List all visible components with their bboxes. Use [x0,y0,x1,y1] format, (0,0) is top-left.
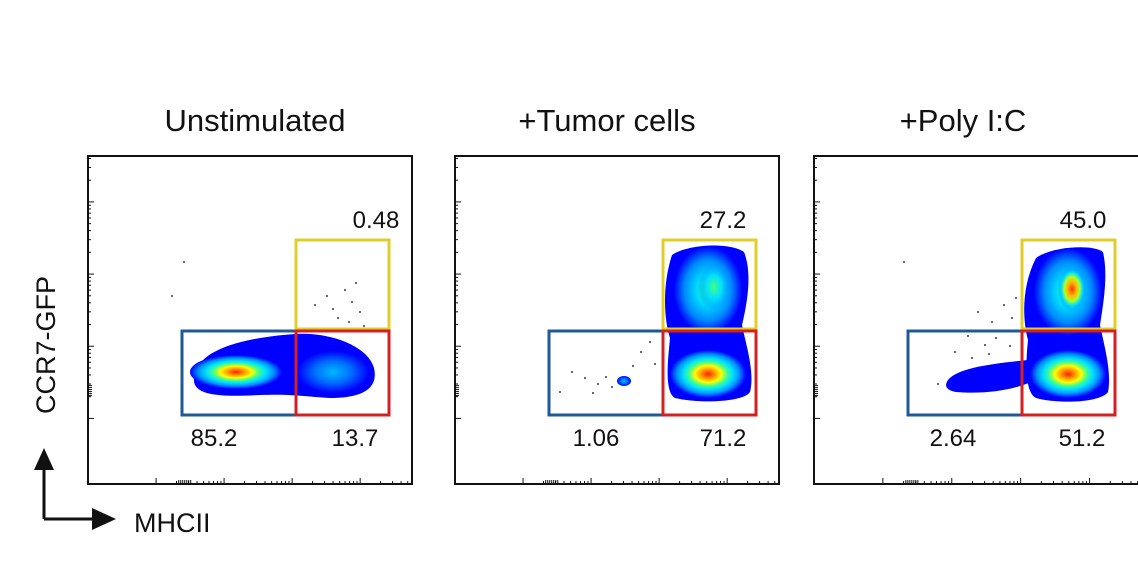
panel-title: +Poly I:C [900,103,1027,138]
gate-percent-double-positive: 27.2 [700,207,747,234]
gate-percent-mhcii-pos: 51.2 [1059,425,1106,452]
x-axis-label: MHCII [134,508,211,538]
gate-mhcii-pos [661,329,758,417]
population-mhcii-negative-tail [946,360,1036,393]
gate-percent-mhcii-pos: 71.2 [700,425,747,452]
y-axis-label: CCR7-GFP [31,276,61,414]
plot-panel-unstimulated: Unstimulated 0.48 85.2 13.7 [87,103,413,485]
y-axis-arrowhead [34,448,54,470]
density-cloud [903,247,1110,402]
outlier-events [559,341,656,394]
gate-mhcii-pos [1020,329,1117,417]
x-axis-arrowhead [92,508,116,530]
gate-ccr7-pos-mhcii-pos [661,238,758,331]
gate-percent-double-positive: 45.0 [1060,207,1107,234]
gate-mhcii-pos [294,329,391,417]
density-hotspot [670,350,746,398]
density-hotspot-upper [1058,267,1086,311]
plot-panel-poly-ic: +Poly I:C 45.0 2.64 51.2 [813,103,1138,485]
axis-ticks [88,157,409,484]
gate-ccr7-pos-mhcii-pos [1020,238,1117,331]
outlier-events [903,261,1017,385]
panel-title: Unstimulated [165,103,346,138]
plot-frame [813,155,1138,485]
plot-frame [454,155,780,485]
density-region-core [698,263,730,311]
panel-title: +Tumor cells [518,103,695,138]
outlier-events [171,261,365,327]
gate-percent-double-positive: 0.48 [353,207,400,234]
gate-percent-mhcii-neg: 2.64 [930,425,977,452]
gate-percent-mhcii-neg: 85.2 [191,425,238,452]
plot-frame [87,155,413,485]
density-cloud [171,261,375,398]
gate-ccr7-pos-mhcii-pos [294,238,391,331]
density-hotspot [190,355,282,389]
gate-mhcii-neg [547,329,665,417]
density-cloud [559,245,752,402]
plot-panel-tumor-cells: +Tumor cells 27.2 1.06 71.2 [454,103,780,485]
density-minor-population [617,376,631,386]
gate-percent-mhcii-pos: 13.7 [332,425,379,452]
density-hotspot [1030,350,1106,398]
density-region [297,351,369,393]
axis-key: CCR7-GFP MHCII [31,276,211,538]
gate-percent-mhcii-neg: 1.06 [573,425,620,452]
axis-ticks [455,157,776,484]
